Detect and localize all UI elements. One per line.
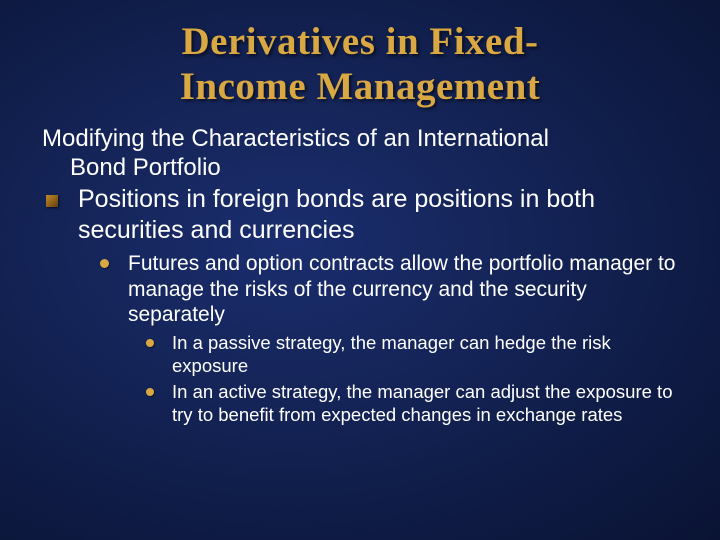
dot-bullet-icon: [146, 339, 154, 347]
level2-text: Futures and option contracts allow the p…: [128, 252, 675, 326]
bullet-level-3b: In an active strategy, the manager can a…: [38, 381, 682, 426]
title-line-2: Income Management: [180, 65, 541, 108]
level3a-text: In a passive strategy, the manager can h…: [172, 332, 611, 376]
dot-bullet-icon: [100, 259, 109, 268]
bullet-level-2: Futures and option contracts allow the p…: [38, 251, 682, 328]
bullet-level-3a: In a passive strategy, the manager can h…: [38, 332, 682, 377]
level3b-text: In an active strategy, the manager can a…: [172, 381, 673, 425]
level1-text: Positions in foreign bonds are positions…: [78, 185, 595, 244]
slide-content: Modifying the Characteristics of an Inte…: [0, 118, 720, 427]
slide: Derivatives in Fixed- Income Management …: [0, 0, 720, 540]
square-bullet-icon: [46, 195, 58, 207]
subtitle-line-2: Bond Portfolio: [42, 153, 682, 182]
subtitle: Modifying the Characteristics of an Inte…: [38, 124, 682, 183]
bullet-level-1: Positions in foreign bonds are positions…: [38, 184, 682, 245]
slide-title: Derivatives in Fixed- Income Management: [0, 0, 720, 118]
title-line-1: Derivatives in Fixed-: [181, 20, 538, 63]
subtitle-line-1: Modifying the Characteristics of an Inte…: [42, 125, 549, 152]
dot-bullet-icon: [146, 388, 154, 396]
